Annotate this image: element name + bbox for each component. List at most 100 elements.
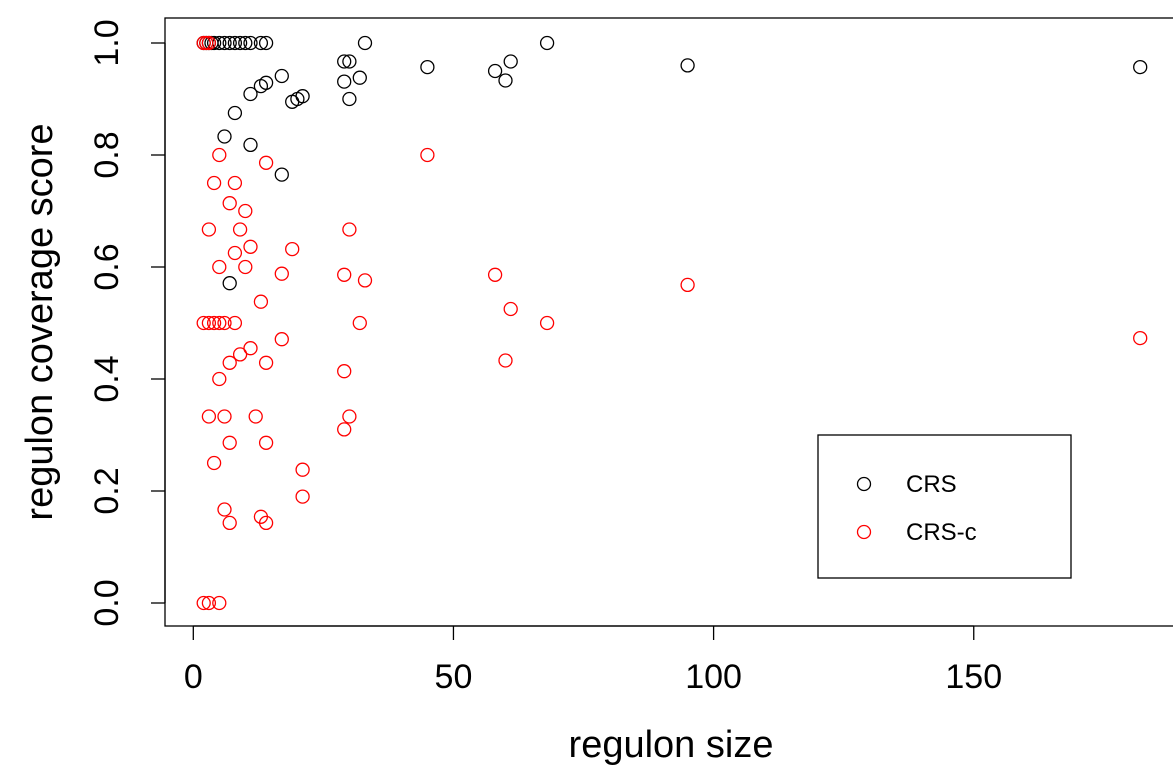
data-point-crs-c [206, 175, 222, 191]
data-point-crs-c [258, 355, 274, 370]
data-point-crs-c [539, 315, 555, 331]
data-point-crs-c [212, 371, 227, 387]
data-point-crs [1133, 59, 1148, 75]
y-axis-label: regulon coverage score [19, 123, 61, 520]
data-point-crs-c [352, 315, 367, 331]
data-point-crs-c [217, 409, 232, 424]
y-tick-label: 0.6 [88, 243, 126, 290]
data-point-crs [227, 35, 243, 51]
x-axis: 0 50 100 150 [184, 625, 1002, 696]
data-point-crs-c [196, 595, 211, 611]
data-point-crs-c [337, 267, 352, 282]
data-point-crs [243, 86, 258, 102]
data-point-crs-c [258, 435, 274, 450]
x-tick-label: 150 [945, 658, 1002, 696]
legend-marker-crs [856, 476, 872, 492]
data-point-crs-c [201, 315, 217, 331]
data-point-crs-c [253, 294, 269, 309]
data-point-crs [680, 58, 695, 73]
data-point-crs [222, 276, 237, 291]
data-point-crs [217, 129, 232, 144]
data-point-crs-c [222, 355, 237, 370]
data-point-crs-c [342, 222, 357, 237]
data-point-crs-c [274, 266, 289, 281]
data-point-crs [337, 74, 352, 89]
data-point-crs [342, 91, 357, 107]
data-point-crs-c [295, 489, 310, 504]
data-point-crs-c [243, 341, 258, 356]
data-point-crs-c [357, 273, 373, 288]
data-point-crs [420, 59, 435, 75]
data-point-crs-c [487, 267, 503, 282]
data-point-crs-c [274, 332, 289, 347]
data-point-crs-c [222, 435, 237, 450]
data-point-crs-c [227, 315, 243, 331]
y-tick-label: 1.0 [88, 19, 126, 66]
data-point-crs-c [498, 353, 513, 368]
legend-box [817, 434, 1072, 579]
data-point-crs [337, 54, 352, 69]
data-point-crs-c [232, 222, 248, 237]
data-point-crs-c [212, 147, 227, 163]
data-point-crs [222, 35, 237, 51]
legend: CRS CRS-c [817, 434, 1072, 579]
data-point-crs-c [222, 196, 237, 211]
data-point-crs-c [206, 455, 222, 471]
data-point-crs [243, 35, 258, 51]
data-point-crs-c [201, 222, 217, 237]
data-point-crs [217, 35, 232, 51]
data-point-crs-c [342, 409, 357, 424]
data-point-crs [227, 105, 243, 121]
data-point-crs-c [212, 595, 227, 611]
x-tick-label: 0 [184, 658, 203, 696]
y-tick-label: 0.8 [88, 131, 126, 178]
points-layer [196, 35, 1148, 611]
data-point-crs-c [680, 277, 695, 293]
data-point-crs [243, 137, 258, 153]
x-tick-label: 50 [435, 658, 473, 696]
data-point-crs-c [243, 239, 258, 254]
data-point-crs [274, 167, 289, 182]
data-point-crs-c [285, 241, 300, 257]
data-point-crs-c [1133, 330, 1148, 346]
data-point-crs [342, 54, 357, 69]
data-point-crs-c [295, 462, 310, 477]
data-point-crs [503, 54, 518, 69]
data-point-crs-c [227, 175, 243, 191]
data-point-crs-c [337, 422, 352, 437]
data-point-crs-c [238, 203, 253, 219]
data-point-crs-c [258, 515, 274, 531]
data-point-crs-c [217, 315, 232, 331]
data-point-crs [253, 35, 269, 51]
data-point-crs-c [337, 364, 352, 379]
legend-label-crs: CRS [906, 471, 957, 498]
legend-marker-crs-c [856, 524, 872, 540]
y-ticks: 0.0 0.2 0.4 0.6 0.8 1.0 [88, 19, 165, 627]
data-point-crs-c [258, 155, 274, 170]
data-point-crs [258, 35, 274, 51]
data-point-crs-c [222, 515, 237, 531]
x-ticks: 0 50 100 150 [184, 626, 1002, 696]
data-point-crs-c [227, 245, 243, 261]
data-point-crs-c [420, 147, 435, 163]
data-point-crs [487, 63, 503, 79]
data-point-crs [253, 78, 269, 94]
data-point-crs-c [503, 301, 518, 317]
data-point-crs-c [212, 315, 227, 331]
data-point-crs [498, 73, 513, 88]
data-point-crs [357, 35, 373, 51]
y-tick-label: 0.0 [88, 579, 126, 626]
data-point-crs [285, 94, 300, 109]
data-point-crs-c [201, 409, 217, 424]
data-point-crs-c [201, 35, 217, 51]
data-point-crs-c [206, 315, 222, 331]
data-point-crs-c [201, 595, 217, 611]
data-point-crs [232, 35, 248, 51]
x-axis-label: regulon size [569, 724, 774, 766]
data-point-crs [274, 68, 289, 84]
y-tick-label: 0.2 [88, 467, 126, 514]
data-point-crs [352, 70, 367, 85]
data-point-crs-c [248, 409, 263, 424]
data-point-crs-c [217, 502, 232, 517]
